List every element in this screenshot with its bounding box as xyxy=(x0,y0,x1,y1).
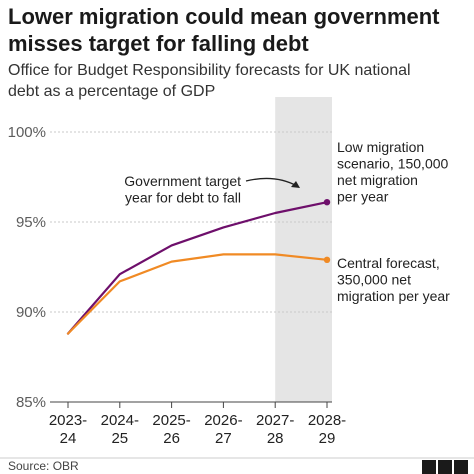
y-tick-label-100: 100% xyxy=(8,124,46,141)
x-tick-label-line: 2025- xyxy=(152,412,190,429)
x-tick-label-line: 2023- xyxy=(49,412,87,429)
target-year-annotation: Government target year for debt to fall xyxy=(124,173,300,206)
x-tick-label-line: 28 xyxy=(267,430,284,447)
x-tick-label-line: 2024- xyxy=(101,412,139,429)
y-tick-label-95: 95% xyxy=(16,214,46,231)
series-label-line: migration per year xyxy=(337,288,450,304)
x-tick-label-line: 26 xyxy=(163,430,180,447)
annotation-line: Government target xyxy=(124,173,241,189)
target-year-highlight-band xyxy=(275,97,332,402)
series-label-low_migration: Low migration scenario, 150,000 net migrat… xyxy=(337,139,449,205)
series-label-line: net migration xyxy=(337,172,418,188)
series-end-marker-central xyxy=(323,256,331,263)
x-tick-label-line: 29 xyxy=(319,430,336,447)
bbc-logo-block-2 xyxy=(438,460,452,474)
series-label-line: Low migration xyxy=(337,139,424,155)
y-axis-ticks: 85% 90% 95% 100% xyxy=(8,124,46,411)
bbc-logo xyxy=(422,460,468,474)
annotation-arrow-line xyxy=(245,177,298,187)
x-axis-ticks: 2023-24 2024-25 2025-26 2026-27 2027-28 2028-… xyxy=(49,402,346,447)
x-tick-label-line: 27 xyxy=(215,430,232,447)
annotation-text: Government target year for debt to fall xyxy=(124,173,241,206)
bbc-logo-block-1 xyxy=(422,460,436,474)
annotation-line: year for debt to fall xyxy=(125,190,241,206)
x-tick-label-2023-24: 2023-24 xyxy=(49,412,87,447)
series-lines xyxy=(66,199,331,335)
x-tick-label-line: 24 xyxy=(60,430,77,447)
series-label-central: Central forecast, 350,000 net migration pe… xyxy=(337,255,450,304)
annotation-arrow-head xyxy=(291,181,300,188)
series-line-central xyxy=(66,253,329,335)
y-tick-label-85: 85% xyxy=(16,394,46,411)
series-labels: Low migration scenario, 150,000 net migrat… xyxy=(337,139,450,304)
y-tick-label-90: 90% xyxy=(16,304,46,321)
x-tick-label-2028-29: 2028-29 xyxy=(308,412,346,447)
chart-title-line-1: Lower migration could mean government xyxy=(8,4,440,29)
x-tick-label-2024-25: 2024-25 xyxy=(101,412,139,447)
series-end-marker-low_migration xyxy=(323,199,331,206)
series-label-line: 350,000 net xyxy=(337,272,411,288)
x-tick-label-2027-28: 2027-28 xyxy=(256,412,294,447)
series-label-line: Central forecast, xyxy=(337,255,440,271)
gridlines xyxy=(50,131,332,403)
x-tick-label-2025-26: 2025-26 xyxy=(152,412,190,447)
x-tick-label-line: 2026- xyxy=(204,412,242,429)
series-label-line: per year xyxy=(337,189,389,205)
chart-title-line-2: misses target for falling debt xyxy=(8,31,309,56)
bbc-logo-block-3 xyxy=(454,460,468,474)
source-note: Source: OBR xyxy=(8,459,79,473)
x-tick-label-line: 2028- xyxy=(308,412,346,429)
x-tick-label-line: 2027- xyxy=(256,412,294,429)
series-line-low_migration xyxy=(66,201,329,335)
chart-subtitle-line-1: Office for Budget Responsibility forecas… xyxy=(8,62,411,79)
chart-subtitle-line-2: debt as a percentage of GDP xyxy=(8,83,215,100)
series-label-line: scenario, 150,000 xyxy=(337,156,449,172)
x-tick-label-line: 25 xyxy=(111,430,128,447)
x-tick-label-2026-27: 2026-27 xyxy=(204,412,242,447)
